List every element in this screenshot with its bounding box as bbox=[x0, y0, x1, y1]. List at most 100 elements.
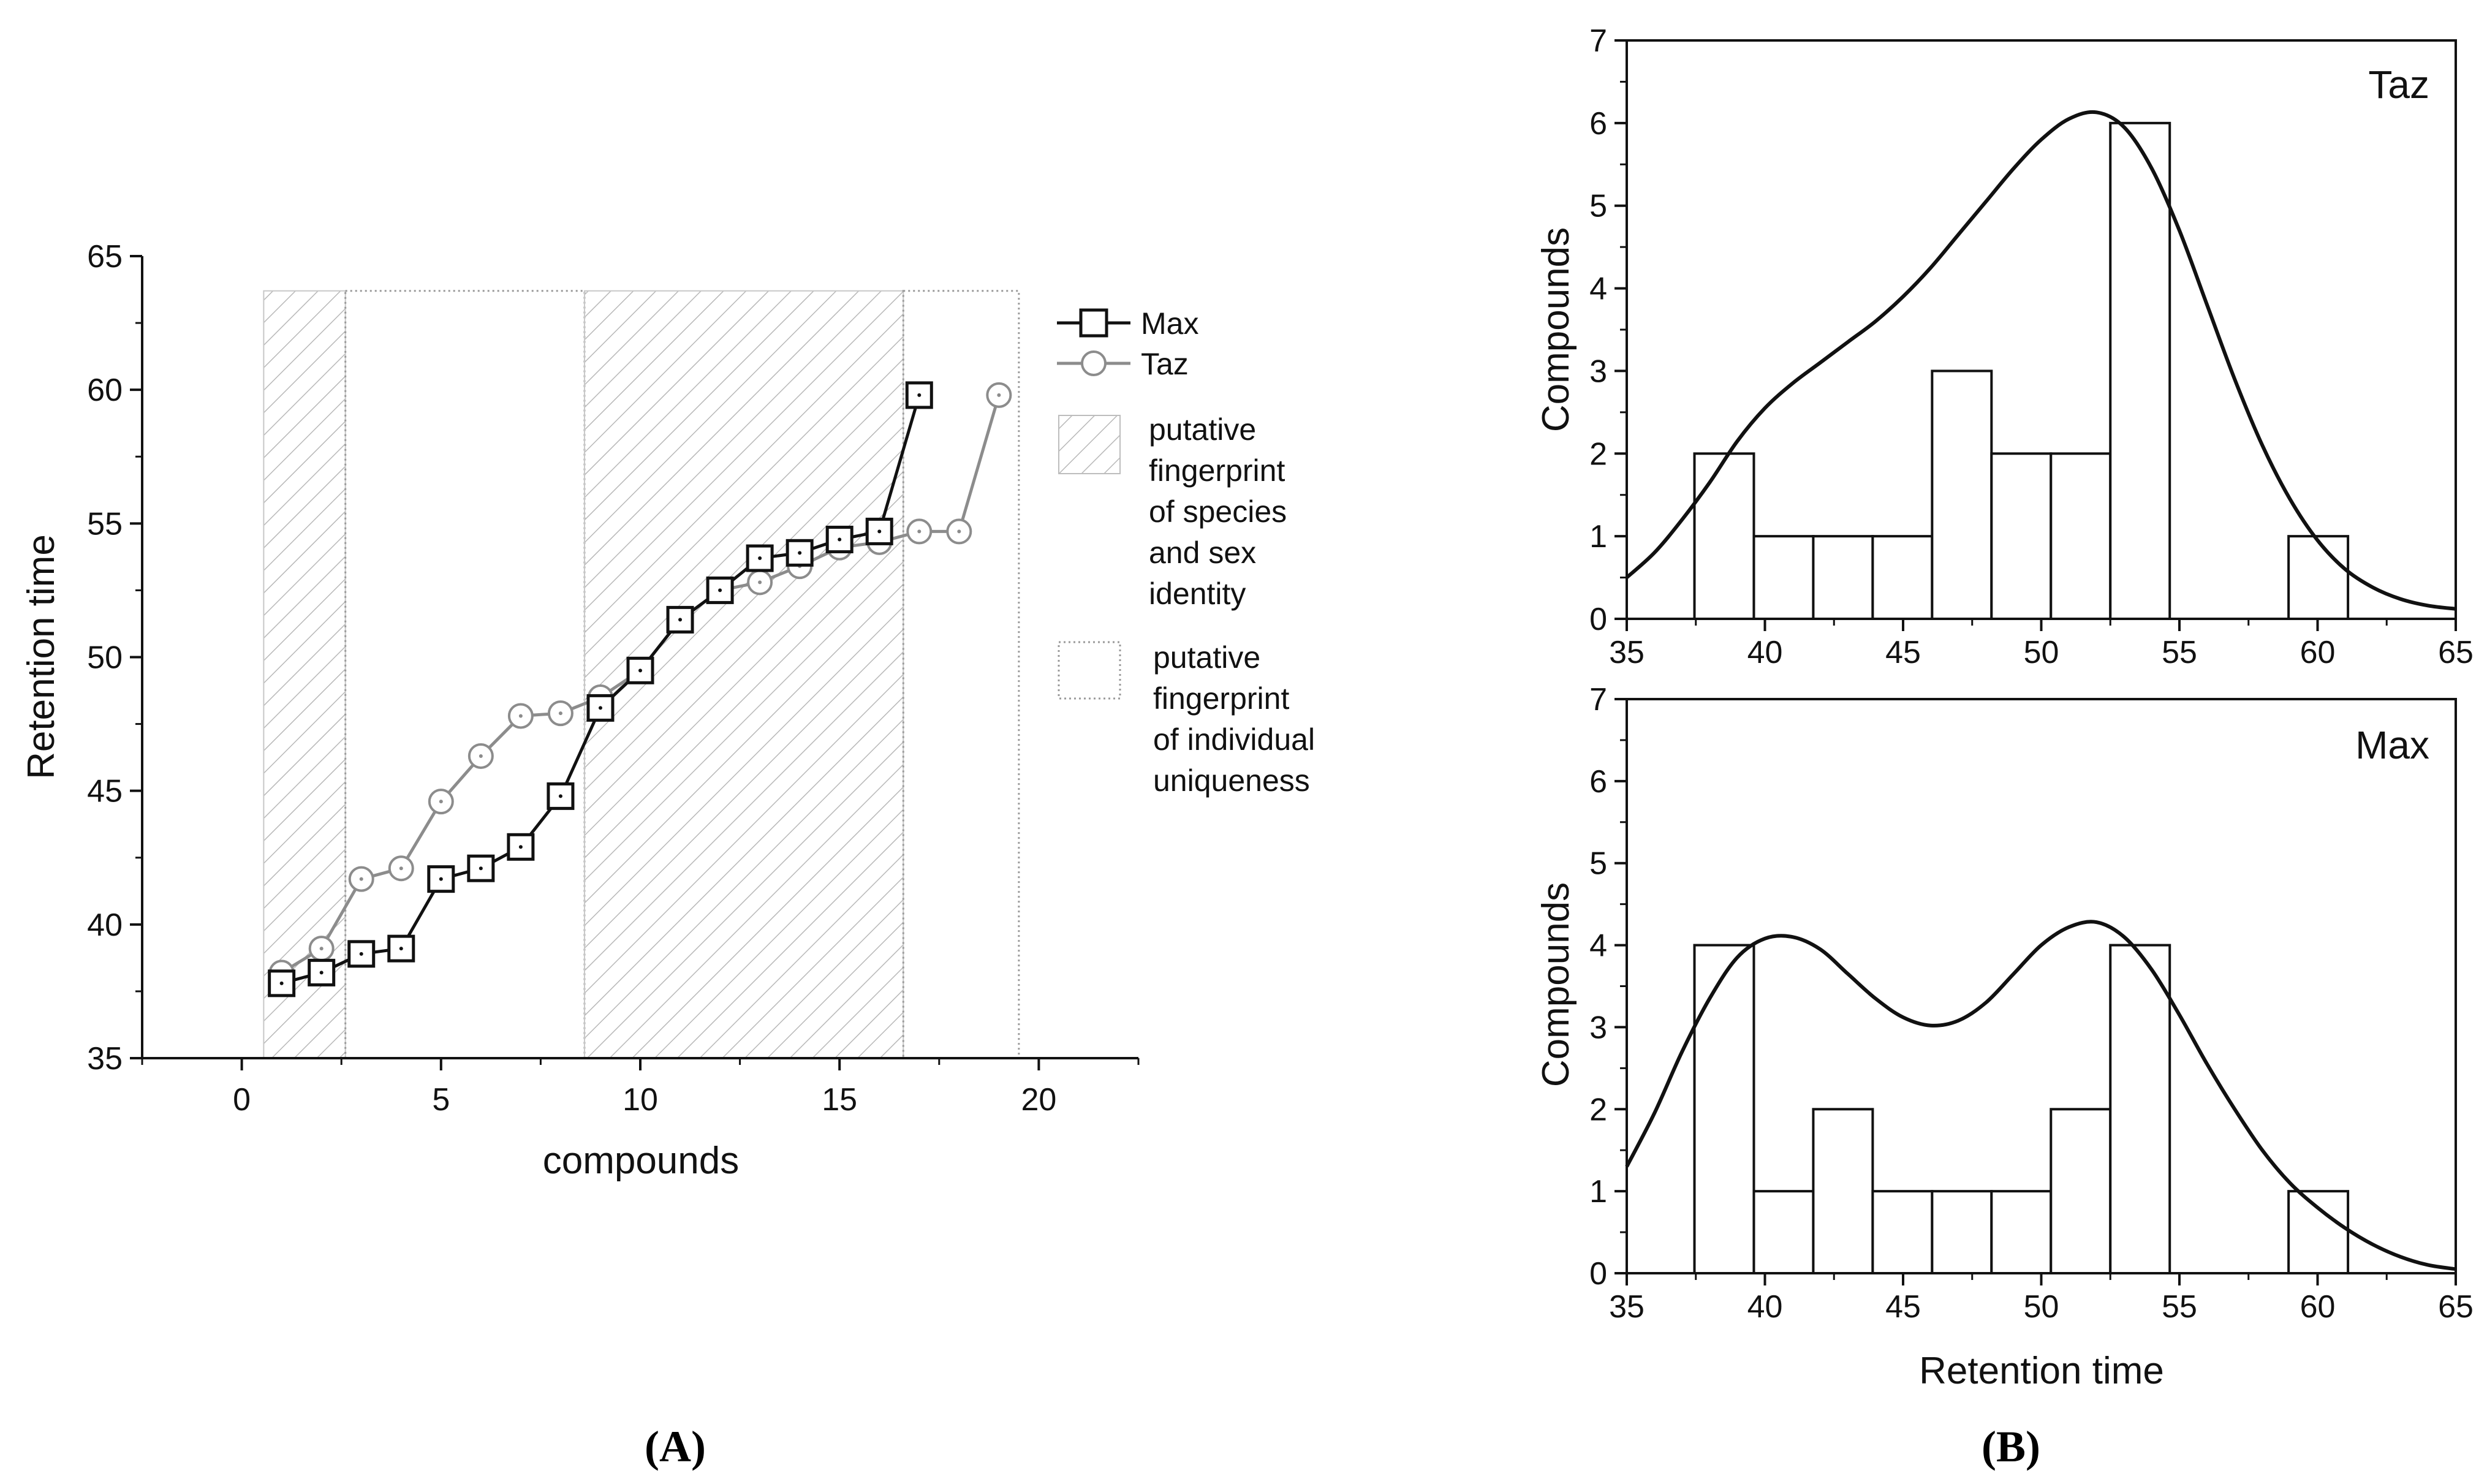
a-point-dot-taz bbox=[558, 711, 562, 716]
bt-bar bbox=[2109, 121, 2171, 621]
a-point-dot-max bbox=[877, 529, 882, 534]
bt-y-tick-label: 0 bbox=[1589, 602, 1607, 637]
legend-species-line-3: of species bbox=[1149, 494, 1287, 529]
legend-dotted-swatch bbox=[1058, 641, 1121, 700]
legend-individual-line-3: of individual bbox=[1153, 722, 1315, 757]
a-point-dot-taz bbox=[957, 529, 961, 534]
bt-x-tick-label: 45 bbox=[1885, 635, 1921, 670]
a-point-dot-max bbox=[798, 551, 802, 555]
bt-bar bbox=[1990, 452, 2053, 620]
legend-max-marker bbox=[1079, 308, 1108, 338]
bt-x-tick-label: 60 bbox=[2300, 635, 2336, 670]
bb-x-tick-label: 60 bbox=[2300, 1289, 2336, 1325]
panel-a-line-chart: 35 40 45 50 55 60 65 0 5 10 15 20 compounds Retenti… bbox=[20, 239, 1315, 1182]
bt-y-tick-label: 1 bbox=[1589, 519, 1607, 555]
a-y-tick-label: 50 bbox=[87, 640, 123, 676]
bt-x-tick-label: 55 bbox=[2162, 635, 2197, 670]
bt-y-tick-label: 5 bbox=[1589, 189, 1607, 224]
bb-bar bbox=[1693, 944, 1755, 1274]
a-y-tick-label: 55 bbox=[87, 506, 123, 542]
legend-hatch-swatch bbox=[1058, 415, 1121, 474]
legend-individual-line-4: uniqueness bbox=[1153, 763, 1310, 798]
bb-y-tick-label: 7 bbox=[1589, 682, 1607, 717]
a-region-individual-1 bbox=[344, 290, 586, 1059]
bt-y-tick-label: 4 bbox=[1589, 271, 1607, 307]
bb-bar bbox=[2050, 1108, 2112, 1275]
legend-max-label: Max bbox=[1141, 306, 1198, 341]
a-point-dot-max bbox=[359, 952, 363, 956]
bb-y-tick-label: 1 bbox=[1589, 1174, 1607, 1210]
a-point-dot-max bbox=[439, 877, 443, 881]
bb-title: Max bbox=[2355, 723, 2429, 767]
bb-x-tick-label: 45 bbox=[1885, 1289, 1921, 1325]
bb-x-tick-label: 50 bbox=[2024, 1289, 2059, 1325]
legend-taz-label: Taz bbox=[1141, 347, 1189, 381]
bt-y-tick-label: 2 bbox=[1589, 436, 1607, 472]
a-point-dot-taz bbox=[399, 866, 403, 871]
bb-kde-curve bbox=[1625, 920, 2456, 1271]
a-y-tick-label: 40 bbox=[87, 907, 123, 943]
a-x-tick-label: 20 bbox=[1021, 1082, 1056, 1118]
bb-y-axis-label: Compounds bbox=[1535, 882, 1577, 1087]
a-point-dot-taz bbox=[917, 529, 922, 534]
a-point-dot-max bbox=[558, 794, 562, 798]
a-point-max bbox=[586, 694, 615, 722]
a-x-tick-label: 0 bbox=[233, 1082, 251, 1118]
bb-bar bbox=[1752, 1190, 1815, 1274]
bt-y-tick-label: 7 bbox=[1589, 23, 1607, 59]
a-point-dot-max bbox=[598, 706, 602, 710]
a-y-tick-label: 60 bbox=[87, 373, 123, 408]
a-point-max bbox=[666, 605, 694, 634]
panel-label-a: (A) bbox=[645, 1422, 706, 1471]
a-point-dot-max bbox=[319, 971, 324, 975]
bb-y-tick-label: 6 bbox=[1589, 764, 1607, 800]
bt-x-tick-label: 35 bbox=[1609, 635, 1645, 670]
bb-x-tick-label: 40 bbox=[1747, 1289, 1783, 1325]
bb-y-tick-label: 0 bbox=[1589, 1256, 1607, 1292]
a-y-tick-label: 35 bbox=[87, 1041, 123, 1077]
a-point-dot-taz bbox=[359, 877, 363, 881]
bt-bar bbox=[1752, 535, 1815, 621]
bb-bar bbox=[1931, 1190, 1993, 1274]
a-y-axis-label: Retention time bbox=[20, 534, 62, 779]
legend-species-region: putative fingerprint of species and sex … bbox=[1058, 412, 1287, 611]
bb-x-tick-label: 35 bbox=[1609, 1289, 1645, 1325]
bb-bar bbox=[2287, 1190, 2350, 1274]
legend-item-taz: Taz bbox=[1057, 347, 1189, 381]
legend-species-line-1: putative bbox=[1149, 412, 1256, 447]
a-point-dot-taz bbox=[479, 754, 483, 758]
a-point-dot-taz bbox=[758, 580, 762, 585]
a-point-dot-max bbox=[718, 588, 722, 592]
a-point-dot-max bbox=[838, 537, 842, 542]
legend-species-line-4: and sex bbox=[1149, 536, 1256, 570]
bb-y-tick-label: 4 bbox=[1589, 928, 1607, 964]
bt-bar bbox=[1693, 452, 1755, 620]
a-point-max bbox=[507, 833, 535, 861]
bt-kde-curve bbox=[1625, 110, 2456, 611]
bt-bar bbox=[2287, 535, 2350, 621]
bb-x-axis-label: Retention time bbox=[1919, 1350, 2164, 1392]
a-point-dot-max bbox=[479, 866, 483, 871]
bt-bar bbox=[1871, 535, 1934, 621]
bb-x-tick-label: 55 bbox=[2162, 1289, 2197, 1325]
a-y-tick-label: 65 bbox=[87, 239, 123, 274]
bb-y-tick-label: 5 bbox=[1589, 846, 1607, 882]
panel-label-b: (B) bbox=[1982, 1422, 2040, 1471]
bb-y-tick-label: 3 bbox=[1589, 1010, 1607, 1045]
bt-bar bbox=[1931, 369, 1993, 621]
legend-individual-line-2: fingerprint bbox=[1153, 681, 1289, 716]
bt-y-tick-label: 3 bbox=[1589, 354, 1607, 389]
bt-x-tick-label: 65 bbox=[2438, 635, 2474, 670]
a-point-dot-max bbox=[638, 668, 642, 673]
bt-x-tick-label: 40 bbox=[1747, 635, 1783, 670]
bt-y-tick-label: 6 bbox=[1589, 106, 1607, 142]
a-point-dot-taz bbox=[439, 800, 443, 804]
a-y-tick-label: 45 bbox=[87, 774, 123, 809]
legend-item-max: Max bbox=[1057, 306, 1198, 341]
a-point-dot-max bbox=[279, 981, 284, 985]
bb-bar bbox=[1990, 1190, 2053, 1274]
a-x-axis-label: compounds bbox=[543, 1140, 740, 1182]
